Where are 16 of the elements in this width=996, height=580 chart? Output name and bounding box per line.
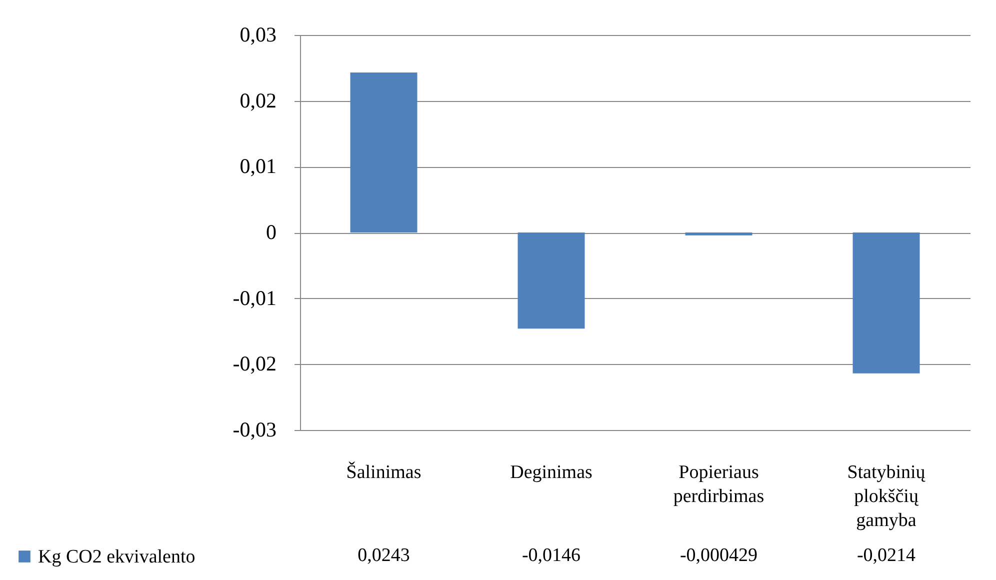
y-tick-label: 0,02	[240, 88, 276, 112]
y-tick-label: 0	[266, 220, 276, 244]
x-tick-label: Popieriaus perdirbimas	[673, 462, 764, 507]
y-tick-label: 0,01	[240, 154, 276, 178]
text: -0,000429	[680, 545, 758, 566]
legend-label: Kg CO2 ekvivalento	[38, 546, 196, 568]
y-tick-label: -0,01	[232, 286, 276, 310]
y-tick-label: 0,03	[240, 22, 276, 46]
text: -0,0146	[522, 545, 581, 566]
x-tick-label: Šalinimas	[346, 461, 422, 483]
y-tick-label: -0,03	[232, 418, 276, 442]
text: 0,0243	[358, 545, 410, 566]
x-tick-label: Statybinių plokščių gamyba	[847, 462, 926, 531]
x-tick-label: Deginimas	[510, 462, 592, 483]
y-tick-label: -0,02	[232, 352, 276, 376]
text: -0,0214	[856, 545, 916, 566]
